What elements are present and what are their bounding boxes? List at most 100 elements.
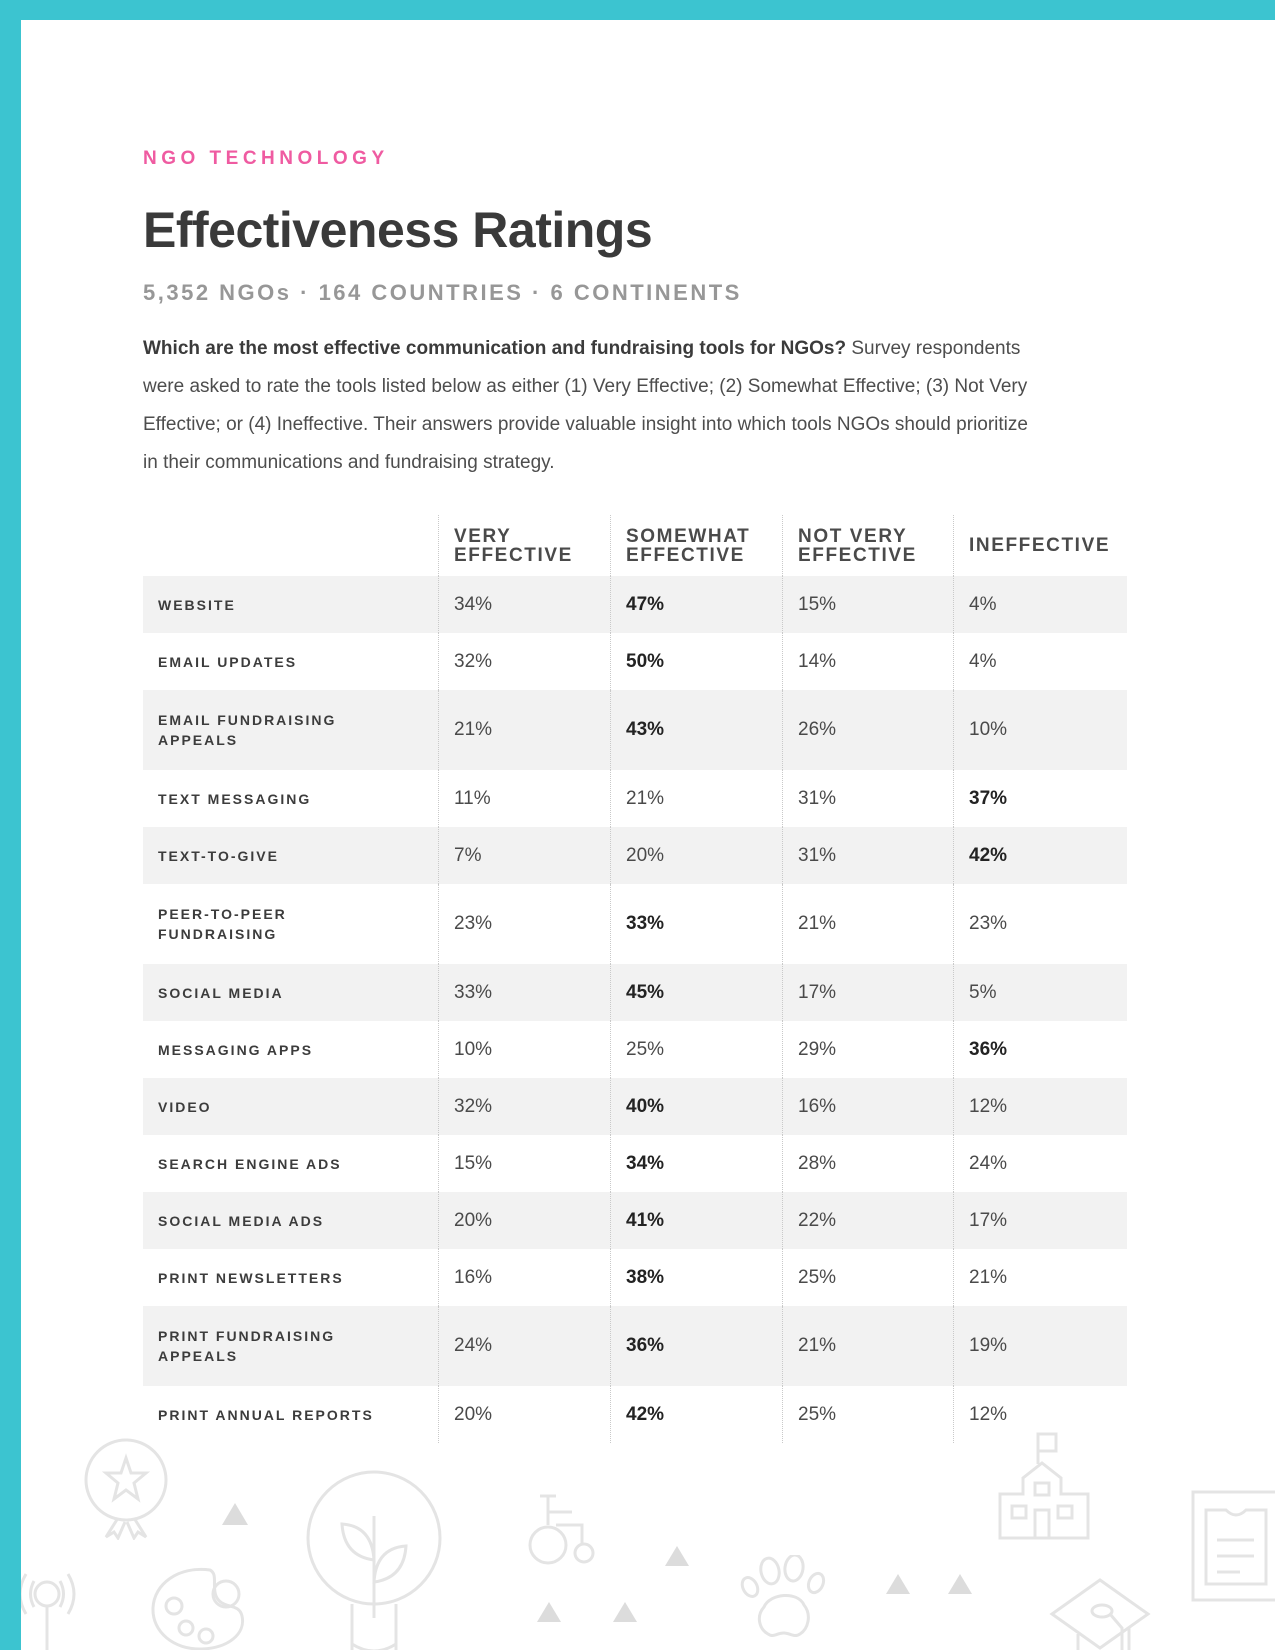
cell-value: 23% <box>438 884 610 964</box>
left-accent-bar <box>0 0 21 1650</box>
cell-value: 34% <box>438 576 610 633</box>
cell-value: 33% <box>610 884 782 964</box>
cell-value: 40% <box>610 1078 782 1135</box>
cell-value: 25% <box>610 1021 782 1078</box>
cell-value: 12% <box>953 1386 1127 1443</box>
row-label: VIDEO <box>158 1098 212 1115</box>
column-header-somewhat-effective: SOMEWHAT EFFECTIVE <box>610 515 782 576</box>
triangle-icon <box>665 1546 689 1566</box>
cell-value: 43% <box>610 690 782 770</box>
column-header-ineffective: INEFFECTIVE <box>953 515 1127 576</box>
survey-stats-subtitle: 5,352 NGOs · 164 COUNTRIES · 6 CONTINENT… <box>143 280 742 305</box>
intro-body-text: Survey respondents were asked to rate th… <box>143 338 1028 473</box>
table-row: PRINT ANNUAL REPORTS 20% 42% 25% 12% <box>143 1386 1127 1443</box>
column-header-very-effective: VERY EFFECTIVE <box>438 515 610 576</box>
cell-value: 45% <box>610 964 782 1021</box>
cell-value: 10% <box>953 690 1127 770</box>
cell-value: 36% <box>953 1021 1127 1078</box>
cell-value: 20% <box>438 1192 610 1249</box>
intro-lead-question: Which are the most effective communicati… <box>143 338 847 359</box>
cell-value: 32% <box>438 1078 610 1135</box>
cell-value: 26% <box>782 690 953 770</box>
cell-value: 25% <box>782 1249 953 1306</box>
table-row: VIDEO 32% 40% 16% 12% <box>143 1078 1127 1135</box>
table-row: SOCIAL MEDIA 33% 45% 17% 5% <box>143 964 1127 1021</box>
plant-bulb-icon <box>306 1470 442 1650</box>
cell-value: 4% <box>953 633 1127 690</box>
row-label: TEXT-TO-GIVE <box>158 847 279 864</box>
cell-value: 42% <box>953 827 1127 884</box>
cell-value: 50% <box>610 633 782 690</box>
cell-value: 31% <box>782 827 953 884</box>
cell-value: 11% <box>438 770 610 827</box>
cell-value: 24% <box>438 1306 610 1386</box>
cell-value: 10% <box>438 1021 610 1078</box>
cell-value: 25% <box>782 1386 953 1443</box>
table-row: WEBSITE 34% 47% 15% 4% <box>143 576 1127 633</box>
row-label: WEBSITE <box>158 596 236 613</box>
cell-value: 15% <box>438 1135 610 1192</box>
cell-value: 19% <box>953 1306 1127 1386</box>
intro-paragraph: Which are the most effective communicati… <box>143 330 1048 482</box>
paw-print-icon <box>740 1555 826 1638</box>
school-building-icon <box>998 1432 1090 1540</box>
row-label: SOCIAL MEDIA ADS <box>158 1212 325 1229</box>
cell-value: 4% <box>953 576 1127 633</box>
page-title: Effectiveness Ratings <box>143 202 653 258</box>
table-row: TEXT-TO-GIVE 7% 20% 31% 42% <box>143 827 1127 884</box>
broadcast-antenna-icon <box>18 1573 76 1650</box>
row-label: PRINT NEWSLETTERS <box>158 1269 344 1286</box>
cell-value: 12% <box>953 1078 1127 1135</box>
table-row: MESSAGING APPS 10% 25% 29% 36% <box>143 1021 1127 1078</box>
cell-value: 5% <box>953 964 1127 1021</box>
award-ribbon-icon <box>84 1438 168 1540</box>
row-label: SOCIAL MEDIA <box>158 984 284 1001</box>
cell-value: 33% <box>438 964 610 1021</box>
effectiveness-table: VERY EFFECTIVE SOMEWHAT EFFECTIVE NOT VE… <box>143 515 1127 1443</box>
row-label: TEXT MESSAGING <box>158 790 312 807</box>
row-label: PRINT FUNDRAISING APPEALS <box>158 1328 336 1364</box>
table-row: SEARCH ENGINE ADS 15% 34% 28% 24% <box>143 1135 1127 1192</box>
cell-value: 34% <box>610 1135 782 1192</box>
page-content: NGO TECHNOLOGY Effectiveness Ratings 5,3… <box>143 0 1127 1443</box>
cell-value: 36% <box>610 1306 782 1386</box>
table-row: SOCIAL MEDIA ADS 20% 41% 22% 17% <box>143 1192 1127 1249</box>
header-spacer-cell <box>143 515 438 576</box>
table-row: PEER-TO-PEER FUNDRAISING 23% 33% 21% 23% <box>143 884 1127 964</box>
cell-value: 16% <box>782 1078 953 1135</box>
cell-value: 24% <box>953 1135 1127 1192</box>
row-label: EMAIL UPDATES <box>158 653 298 670</box>
cell-value: 22% <box>782 1192 953 1249</box>
cell-value: 21% <box>782 884 953 964</box>
graduation-cap-icon <box>1049 1578 1151 1650</box>
triangle-icon <box>948 1574 972 1594</box>
cell-value: 41% <box>610 1192 782 1249</box>
wheelchair-icon <box>528 1494 595 1565</box>
cell-value: 31% <box>782 770 953 827</box>
triangle-icon <box>613 1602 637 1622</box>
cell-value: 17% <box>782 964 953 1021</box>
cell-value: 21% <box>782 1306 953 1386</box>
table-row: EMAIL UPDATES 32% 50% 14% 4% <box>143 633 1127 690</box>
cell-value: 21% <box>610 770 782 827</box>
cell-value: 7% <box>438 827 610 884</box>
cell-value: 20% <box>610 827 782 884</box>
cell-value: 21% <box>438 690 610 770</box>
cell-value: 29% <box>782 1021 953 1078</box>
cell-value: 16% <box>438 1249 610 1306</box>
triangle-icon <box>886 1574 910 1594</box>
cell-value: 32% <box>438 633 610 690</box>
table-row: PRINT FUNDRAISING APPEALS 24% 36% 21% 19… <box>143 1306 1127 1386</box>
section-eyebrow: NGO TECHNOLOGY <box>143 148 389 169</box>
triangle-icon <box>537 1602 561 1622</box>
cell-value: 14% <box>782 633 953 690</box>
cell-value: 47% <box>610 576 782 633</box>
cell-value: 20% <box>438 1386 610 1443</box>
cell-value: 17% <box>953 1192 1127 1249</box>
row-label: EMAIL FUNDRAISING APPEALS <box>158 712 337 748</box>
table-row: PRINT NEWSLETTERS 16% 38% 25% 21% <box>143 1249 1127 1306</box>
cell-value: 23% <box>953 884 1127 964</box>
top-accent-bar <box>0 0 1275 20</box>
clipboard-icon <box>1191 1490 1275 1602</box>
